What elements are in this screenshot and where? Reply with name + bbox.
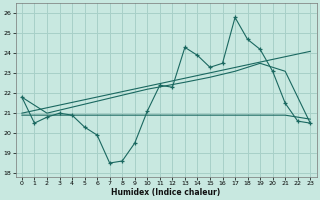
X-axis label: Humidex (Indice chaleur): Humidex (Indice chaleur) — [111, 188, 221, 197]
